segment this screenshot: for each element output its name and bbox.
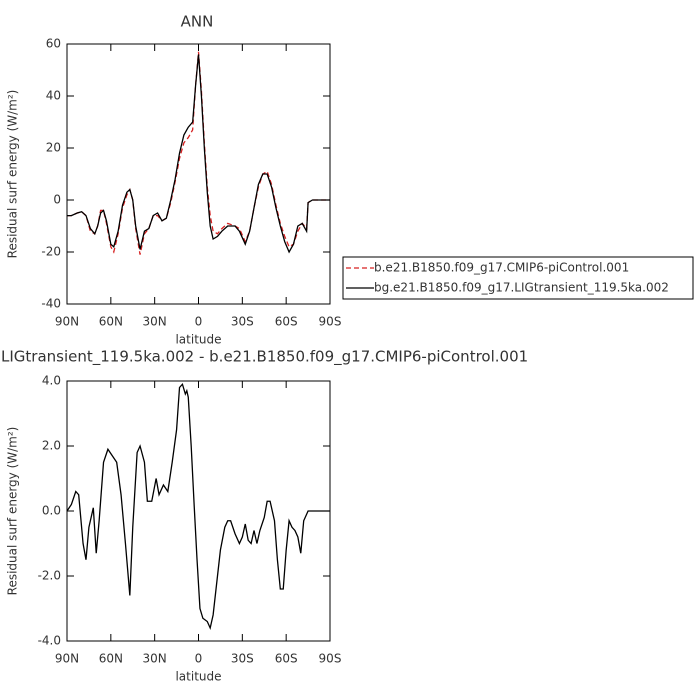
x-axis-label: latitude [175, 670, 221, 684]
chart-title: ANN [181, 13, 214, 31]
y-axis-label: Residual surf energy (W/m²) [6, 427, 20, 596]
y-tick-label: -2.0 [38, 569, 61, 583]
y-tick-label: 0 [53, 193, 61, 207]
legend-box [342, 256, 694, 300]
x-tick-label: 90N [55, 652, 79, 666]
x-tick-label: 90S [319, 652, 342, 666]
y-tick-label: 60 [46, 37, 61, 51]
chart-title: LIGtransient_119.5ka.002 - b.e21.B1850.f… [1, 348, 528, 367]
y-axis-label: Residual surf energy (W/m²) [6, 90, 20, 259]
x-tick-label: 30S [231, 652, 254, 666]
x-tick-label: 90S [319, 315, 342, 329]
y-tick-label: -4.0 [38, 634, 61, 648]
series-line [67, 54, 330, 254]
y-tick-label: 40 [46, 89, 61, 103]
legend-label: bg.e21.B1850.f09_g17.LIGtransient_119.5k… [374, 281, 669, 295]
y-tick-label: -40 [41, 297, 61, 311]
x-tick-label: 30N [143, 315, 167, 329]
plot-frame [66, 43, 331, 305]
y-tick-label: 4.0 [42, 374, 61, 388]
y-tick-label: 0.0 [42, 504, 61, 518]
x-tick-label: 60N [99, 315, 123, 329]
y-tick-label: 2.0 [42, 439, 61, 453]
y-tick-label: 20 [46, 141, 61, 155]
x-tick-label: 0 [195, 652, 203, 666]
x-tick-label: 30N [143, 652, 167, 666]
y-tick-label: -20 [41, 245, 61, 259]
x-tick-label: 90N [55, 315, 79, 329]
plot-frame [66, 380, 331, 642]
series-line [66, 382, 330, 631]
x-tick-label: 60N [99, 652, 123, 666]
x-tick-label: 60S [275, 315, 298, 329]
x-tick-label: 30S [231, 315, 254, 329]
x-tick-label: 60S [275, 652, 298, 666]
x-axis-label: latitude [175, 333, 221, 347]
x-tick-label: 0 [195, 315, 203, 329]
legend-label: b.e21.B1850.f09_g17.CMIP6-piControl.001 [374, 261, 629, 275]
